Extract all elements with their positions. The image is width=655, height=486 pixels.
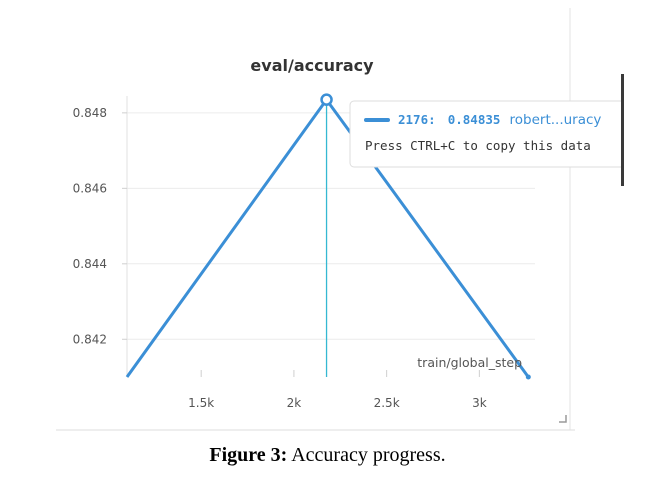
tooltip-hint: Press CTRL+C to copy this data xyxy=(365,138,591,153)
series-layer xyxy=(125,93,531,380)
caption-text: Accuracy progress. xyxy=(291,444,446,466)
x-tick-label: 3k xyxy=(472,396,487,410)
figure-caption: Figure 3: Accuracy progress. xyxy=(0,444,655,467)
tooltip-box xyxy=(349,100,641,168)
tooltip: 2176: 0.84835 robert...uracy Press CTRL+… xyxy=(349,74,655,186)
series-end-point xyxy=(525,374,531,380)
x-axis: 1.5k 2k 2.5k 3k xyxy=(188,370,487,410)
x-axis-title: train/global_step xyxy=(417,355,522,370)
hover-point-marker xyxy=(320,93,333,106)
y-axis: 0.842 0.844 0.846 0.848 xyxy=(73,96,128,377)
resize-corner-icon[interactable] xyxy=(559,415,567,423)
x-tick-label: 2.5k xyxy=(374,396,400,410)
chart-title: eval/accuracy xyxy=(250,56,374,75)
tooltip-row: 2176: 0.84835 robert...uracy xyxy=(398,109,601,128)
x-tick-label: 1.5k xyxy=(188,396,214,410)
y-tick-label: 0.848 xyxy=(73,106,107,120)
x-tick-label: 2k xyxy=(287,396,302,410)
y-tick-label: 0.844 xyxy=(73,257,107,271)
tooltip-scroll-edge xyxy=(621,74,624,186)
tooltip-clip-edge xyxy=(623,98,655,173)
tooltip-value: 0.84835 xyxy=(448,112,501,127)
caption-label: Figure 3: xyxy=(209,444,288,466)
y-tick-label: 0.842 xyxy=(73,332,107,346)
tooltip-series-name: robert...uracy xyxy=(510,112,602,128)
y-tick-label: 0.846 xyxy=(73,181,107,195)
tooltip-step: 2176: xyxy=(398,112,436,127)
